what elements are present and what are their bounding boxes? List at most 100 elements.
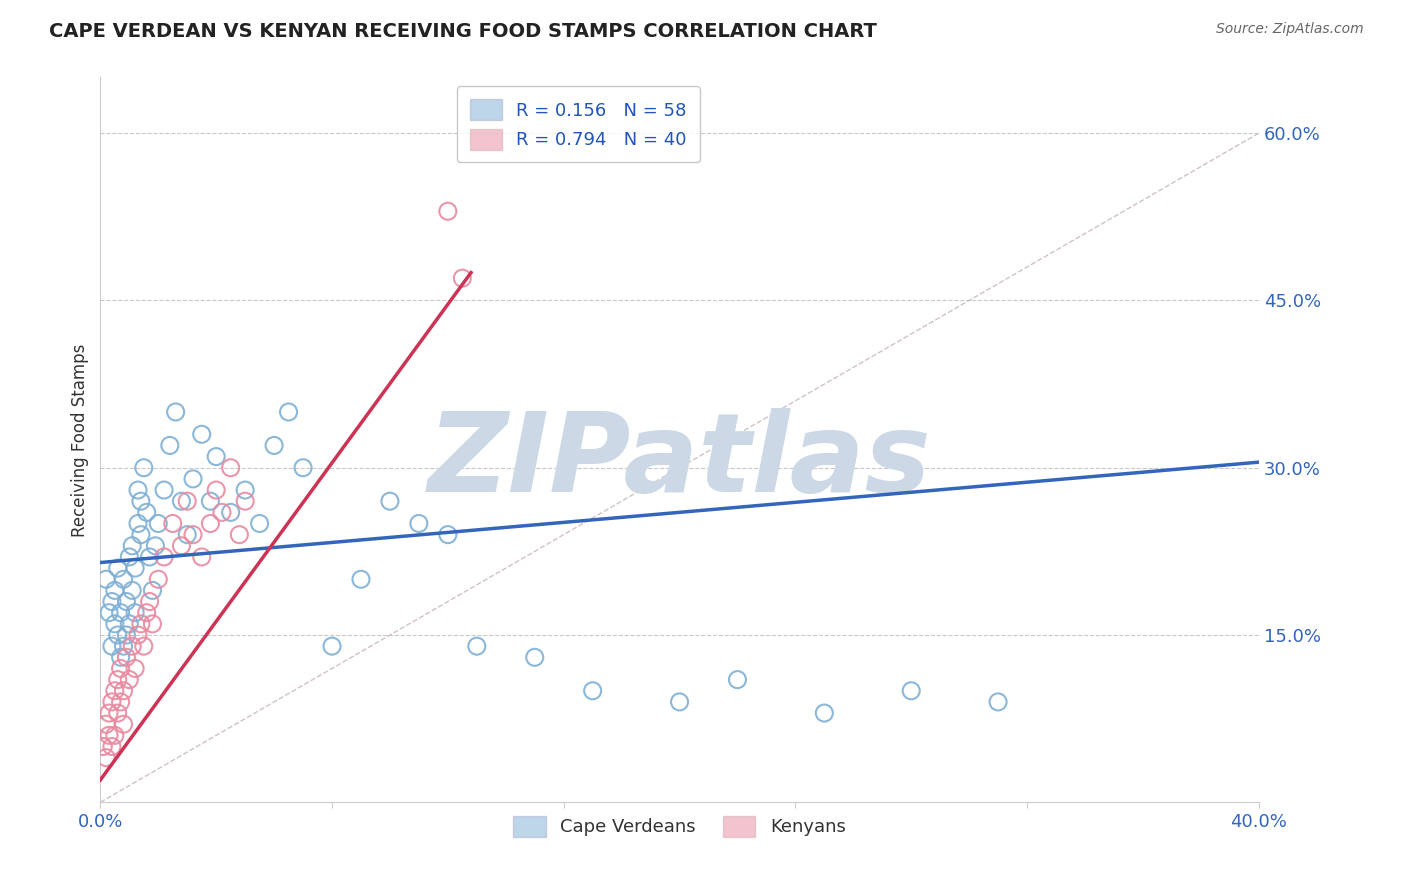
Point [107,628,129,642]
Point [115,628,138,642]
Point [112,717,135,731]
Point [181,527,204,541]
Point [110,695,132,709]
Point [277,405,299,419]
Point [110,650,132,665]
Point [107,673,129,687]
Point [153,549,176,564]
Point [104,683,127,698]
Point [98,606,121,620]
Point [582,683,605,698]
Point [124,661,146,675]
Point [94,750,117,764]
Point [135,505,157,519]
Point [228,527,250,541]
Point [91,739,114,754]
Point [165,405,187,419]
Point [465,639,488,653]
Point [727,673,749,687]
Point [121,639,143,653]
Point [219,505,242,519]
Point [350,572,373,586]
Point [110,661,132,675]
Point [135,606,157,620]
Point [112,572,135,586]
Point [112,683,135,698]
Point [104,728,127,742]
Point [211,505,233,519]
Point [200,494,222,508]
Point [170,494,193,508]
Point [205,450,228,464]
Point [162,516,184,531]
Point [292,460,315,475]
Legend: Cape Verdeans, Kenyans: Cape Verdeans, Kenyans [506,809,853,844]
Point [451,271,474,285]
Point [141,583,163,598]
Point [233,483,256,497]
Point [101,639,124,653]
Point [127,628,149,642]
Point [94,572,117,586]
Point [104,616,127,631]
Point [127,483,149,497]
Point [129,616,152,631]
Point [181,472,204,486]
Point [107,706,129,720]
Point [110,606,132,620]
Point [107,561,129,575]
Point [132,639,155,653]
Point [437,204,460,219]
Point [121,583,143,598]
Point [321,639,343,653]
Point [115,594,138,608]
Point [138,594,160,608]
Point [145,539,167,553]
Point [408,516,430,531]
Point [101,739,124,754]
Point [112,639,135,653]
Point [129,494,152,508]
Point [378,494,401,508]
Point [127,516,149,531]
Point [129,527,152,541]
Point [104,583,127,598]
Point [190,549,212,564]
Point [249,516,271,531]
Point [176,527,198,541]
Point [190,427,212,442]
Point [176,494,198,508]
Point [94,717,117,731]
Point [148,572,170,586]
Point [170,539,193,553]
Point [141,616,163,631]
Point [233,494,256,508]
Text: ZIPatlas: ZIPatlas [427,409,931,515]
Point [124,606,146,620]
Point [98,706,121,720]
Point [900,683,922,698]
Point [263,438,285,452]
Text: Source: ZipAtlas.com: Source: ZipAtlas.com [1216,22,1364,37]
Y-axis label: Receiving Food Stamps: Receiving Food Stamps [72,343,89,537]
Point [118,673,141,687]
Point [138,549,160,564]
Point [159,438,181,452]
Point [115,650,138,665]
Point [132,460,155,475]
Point [148,516,170,531]
Point [987,695,1010,709]
Point [124,561,146,575]
Point [523,650,546,665]
Point [437,527,460,541]
Point [205,483,228,497]
Point [153,483,176,497]
Point [118,549,141,564]
Point [101,695,124,709]
Point [200,516,222,531]
Point [98,728,121,742]
Text: CAPE VERDEAN VS KENYAN RECEIVING FOOD STAMPS CORRELATION CHART: CAPE VERDEAN VS KENYAN RECEIVING FOOD ST… [49,22,877,41]
Point [118,616,141,631]
Point [101,594,124,608]
Point [813,706,835,720]
